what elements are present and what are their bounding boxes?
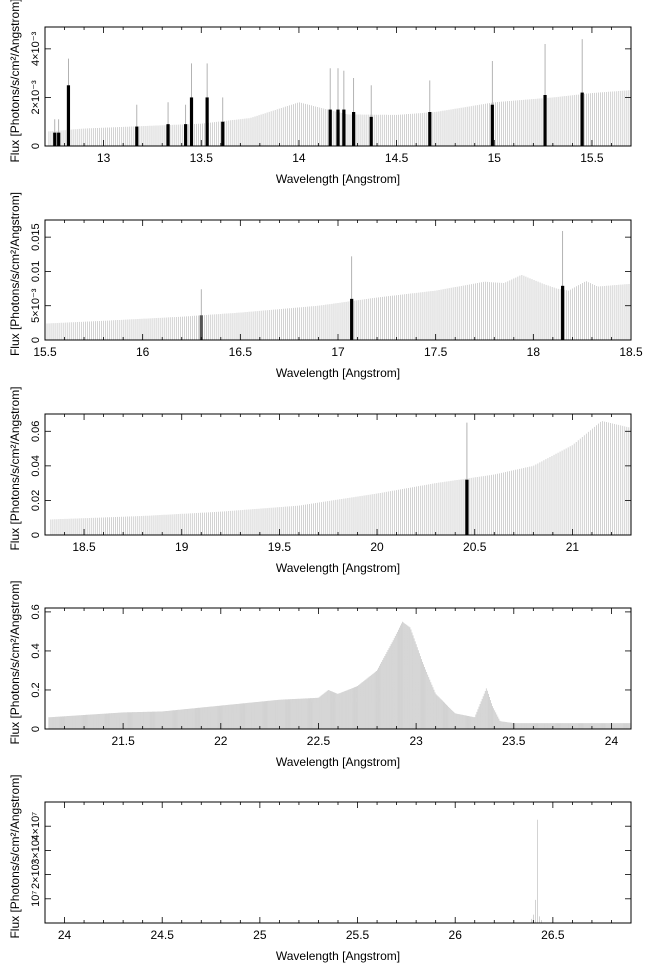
continuum-bars [45, 274, 631, 340]
y-tick-label: 5×10⁻³ [30, 288, 42, 323]
x-tick-label: 15 [488, 151, 502, 165]
emission-line-bar [53, 132, 57, 146]
y-tick-label: 0.4 [30, 643, 42, 658]
emission-line-bar [189, 97, 194, 146]
x-tick-label: 25.5 [346, 928, 370, 942]
x-tick-label: 20 [370, 540, 384, 554]
x-tick-label: 23 [409, 734, 423, 748]
y-tick-label: 0.015 [30, 223, 42, 251]
x-axis-label: Wavelength [Angstrom] [276, 172, 400, 186]
y-tick-label: 0 [30, 143, 42, 149]
chart-panel-3: 18.5 19 19.5 20 20.5 21 0 0.02 0.04 0.06 Wavelengt… [8, 386, 632, 575]
x-tick-label: 17 [331, 345, 345, 359]
y-tick-label: 4×10⁻³ [30, 31, 42, 66]
x-tick-label: 18 [527, 345, 541, 359]
y-axis-label: Flux [Photons/s/cm²/Angstrom] [8, 580, 22, 744]
x-tick-label: 13 [97, 151, 111, 165]
x-tick-label: 24 [605, 734, 619, 748]
x-tick-label: 18.5 [619, 345, 643, 359]
continuum-bars [50, 421, 631, 535]
emission-line-bar [66, 85, 71, 146]
y-tick-label: 0 [30, 337, 42, 343]
y-tick-label: 2×10⁻³ [30, 80, 42, 115]
x-tick-label: 15.5 [580, 151, 604, 165]
emission-line-bar [205, 97, 209, 146]
y-tick-label: 0 [30, 726, 42, 732]
x-axis-label: Wavelength [Angstrom] [276, 561, 400, 575]
x-tick-label: 16 [136, 345, 150, 359]
x-tick-label: 22.5 [307, 734, 331, 748]
emission-line-bar [428, 112, 432, 146]
x-axis-label: Wavelength [Angstrom] [276, 366, 400, 380]
x-tick-label: 26 [449, 928, 463, 942]
emission-line-bar [580, 92, 584, 146]
emission-line-bar [166, 124, 170, 146]
chart-panel-1: 13 13.5 14 14.5 15 15.5 0 2×10⁻³ 4×10⁻³ Wavelengt… [8, 0, 632, 186]
y-tick-label: 0.6 [30, 604, 42, 619]
y-axis-label: Flux [Photons/s/cm²/Angstrom] [8, 386, 22, 550]
y-tick-label: 10⁷ [30, 891, 42, 907]
y-tick-label: 2×10⁷ [30, 860, 42, 889]
x-tick-label: 21 [566, 540, 580, 554]
x-tick-label: 23.5 [502, 734, 526, 748]
emission-line-bar [135, 126, 139, 146]
y-axis-label: Flux [Photons/s/cm²/Angstrom] [8, 192, 22, 356]
emission-line-bar [350, 298, 354, 340]
x-tick-label: 22 [214, 734, 228, 748]
x-tick-label: 24 [58, 928, 72, 942]
y-tick-label: 0 [30, 532, 42, 538]
x-tick-label: 14.5 [385, 151, 409, 165]
emission-line-bar [328, 109, 332, 146]
plot-area [45, 230, 631, 340]
x-axis-label: Wavelength [Angstrom] [276, 949, 400, 963]
x-tick-label: 21.5 [111, 734, 135, 748]
emission-line-bar [199, 315, 203, 340]
chart-panel-4: 21.5 22 22.5 23 23.5 24 0 0.2 0.4 0.6 Wavelength [… [8, 580, 632, 769]
emission-line-bar [352, 112, 356, 146]
plot-area [48, 39, 631, 146]
x-tick-label: 24.5 [151, 928, 175, 942]
x-axis-label: Wavelength [Angstrom] [276, 755, 400, 769]
x-tick-label: 25 [253, 928, 267, 942]
emission-line-bar [342, 109, 346, 146]
continuum-bars [48, 621, 631, 729]
x-tick-label: 26.5 [541, 928, 565, 942]
emission-line-bar [561, 285, 565, 340]
x-tick-label: 14 [292, 151, 306, 165]
chart-panel-2: 15.5 16 16.5 17 17.5 18 18.5 0 5×10⁻³ 0.01 0.015 Wa… [8, 192, 643, 380]
emission-line-bar [369, 116, 373, 146]
x-tick-label: 16.5 [229, 345, 253, 359]
x-tick-label: 20.5 [463, 540, 487, 554]
x-tick-label: 19.5 [268, 540, 292, 554]
y-tick-label: 0.04 [30, 455, 42, 476]
y-axis-label: Flux [Photons/s/cm²/Angstrom] [8, 774, 22, 938]
x-tick-label: 15.5 [33, 345, 57, 359]
emission-line-bar [336, 109, 340, 146]
y-tick-label: 0.06 [30, 421, 42, 442]
plot-area [48, 621, 631, 729]
emission-line-bar [490, 104, 494, 146]
emission-line-bar [184, 124, 188, 146]
emission-line-bar [543, 95, 547, 146]
continuum-bars [531, 819, 542, 923]
y-tick-label: 0.02 [30, 490, 42, 511]
x-tick-label: 19 [175, 540, 189, 554]
y-tick-label: 4×10⁷ [30, 812, 42, 841]
emission-line-bar [221, 121, 225, 146]
y-tick-label: 0.2 [30, 682, 42, 697]
y-axis-label: Flux [Photons/s/cm²/Angstrom] [8, 0, 22, 163]
y-tick-label: 3×10⁷ [30, 836, 42, 865]
x-tick-label: 13.5 [190, 151, 214, 165]
emission-line-bar [57, 132, 61, 146]
emission-line-bar [465, 479, 469, 535]
plot-area [531, 819, 542, 923]
plot-area [50, 421, 631, 535]
plot-frame [44, 801, 632, 924]
x-tick-label: 18.5 [72, 540, 96, 554]
y-tick-label: 0.01 [30, 261, 42, 282]
x-tick-label: 17.5 [424, 345, 448, 359]
